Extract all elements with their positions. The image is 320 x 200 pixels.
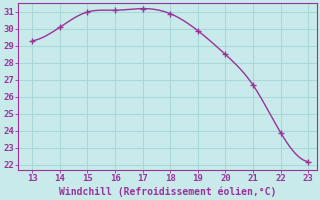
X-axis label: Windchill (Refroidissement éolien,°C): Windchill (Refroidissement éolien,°C) [59,186,276,197]
